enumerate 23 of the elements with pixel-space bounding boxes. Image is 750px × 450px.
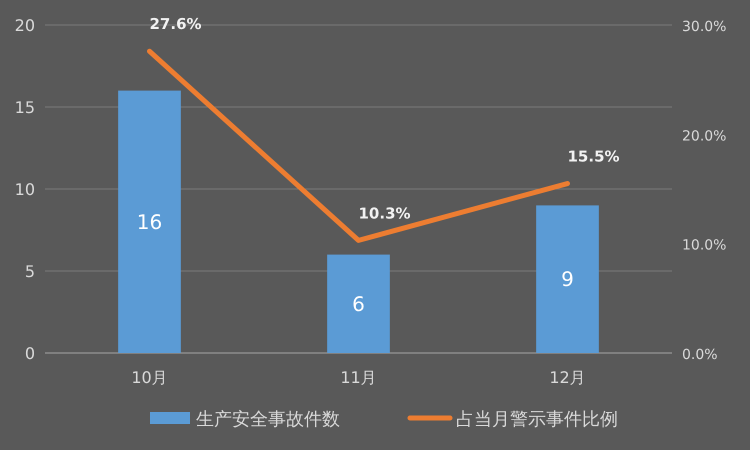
x-tick-label: 10月 [131, 368, 168, 387]
bar [118, 90, 181, 353]
x-tick-label: 12月 [549, 368, 586, 387]
data-label: 27.6% [150, 15, 202, 34]
y-tick-label: 20 [14, 16, 35, 35]
data-label: 9 [561, 267, 574, 292]
bar [327, 254, 390, 353]
y-tick-label: 15 [14, 98, 35, 117]
y-tick-label: 0 [24, 344, 35, 363]
data-label: 15.5% [568, 148, 620, 166]
y2-tick-label: 0.0% [682, 347, 718, 363]
y2-tick-label: 30.0% [682, 19, 726, 35]
y-tick-label: 10 [14, 180, 35, 199]
data-label: 6 [352, 292, 365, 316]
y2-tick-label: 10.0% [682, 238, 726, 254]
y2-tick-label: 20.0% [682, 128, 726, 144]
data-label: 10.3% [358, 204, 411, 222]
data-label: 16 [136, 210, 162, 234]
legend-label: 占当月警示事件比例 [456, 409, 618, 430]
y-tick-label: 5 [24, 262, 35, 281]
bar [536, 205, 599, 353]
legend-label: 生产安全事故件数 [196, 409, 340, 430]
x-tick-label: 11月 [340, 368, 377, 387]
